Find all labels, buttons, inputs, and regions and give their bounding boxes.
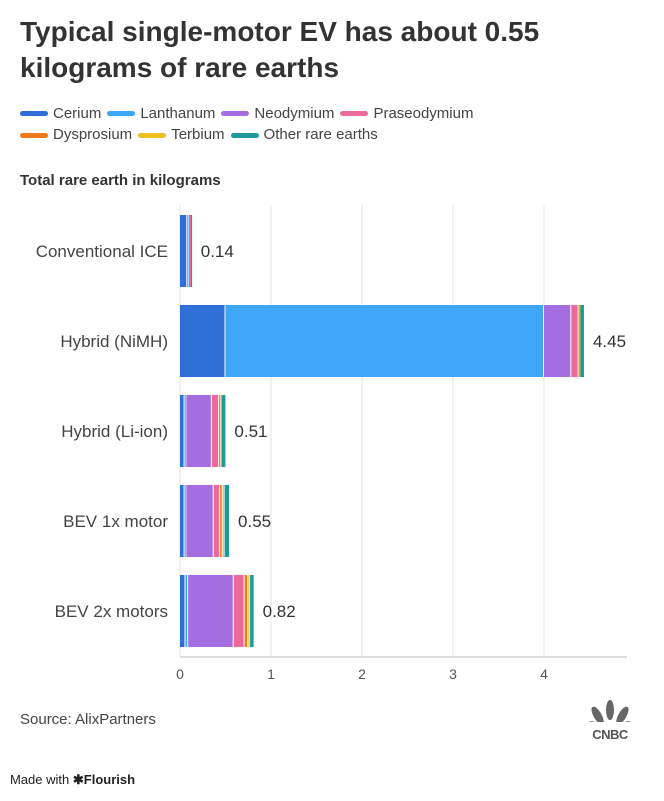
- bar-segment-praseodymium: [211, 395, 219, 467]
- legend-item[interactable]: Cerium: [20, 104, 101, 124]
- bar-segment-praseodymium: [213, 485, 220, 557]
- bar-segment-neodymium: [544, 305, 571, 377]
- bar-segment-dysprosium: [244, 575, 248, 647]
- x-tick-label: 2: [358, 666, 366, 682]
- bar-segment-other-rare-earths: [221, 395, 226, 467]
- bar-segment-lanthanum: [187, 215, 189, 287]
- bar-segment-neodymium: [186, 485, 213, 557]
- x-tick-label: 3: [449, 666, 457, 682]
- category-label: BEV 1x motor: [63, 512, 168, 531]
- x-tick-label: 0: [176, 666, 184, 682]
- bar-segment-lanthanum: [184, 485, 186, 557]
- bar-segment-cerium: [180, 395, 184, 467]
- bar-segment-praseodymium: [571, 305, 578, 377]
- total-label: 0.55: [238, 512, 271, 531]
- bar-segment-praseodymium: [190, 215, 192, 287]
- bar-segment-other-rare-earths: [190, 215, 193, 287]
- x-tick-label: 1: [267, 666, 275, 682]
- legend-item[interactable]: Lanthanum: [107, 104, 215, 124]
- bar-segment-praseodymium: [233, 575, 244, 647]
- total-label: 4.45: [593, 332, 626, 351]
- chart-title: Typical single-motor EV has about 0.55 k…: [20, 16, 540, 83]
- legend: Cerium Lanthanum Neodymium Praseodymium Dysp…: [20, 102, 580, 145]
- legend-label: Terbium: [171, 126, 225, 143]
- chart: 0 1 2 3 4 Conventional ICE 0.14 Hybrid (NiMH) 4.…: [36, 205, 627, 682]
- cnbc-logo: CNBC: [585, 700, 635, 742]
- bar-segment-neodymium: [188, 575, 233, 647]
- total-label: 0.82: [263, 602, 296, 621]
- bar-segment-dysprosium: [220, 485, 222, 557]
- bar-segment-dysprosium: [219, 395, 221, 467]
- bar-segment-terbium: [248, 575, 250, 647]
- bar-segment-dysprosium: [578, 305, 580, 377]
- total-label: 0.51: [234, 422, 267, 441]
- legend-swatch: [20, 111, 48, 116]
- bar-segment-terbium: [220, 395, 223, 467]
- legend-item[interactable]: Dysprosium: [20, 125, 132, 145]
- legend-swatch: [138, 132, 167, 138]
- bar-segment-cerium: [180, 575, 185, 647]
- bar-segment-other-rare-earths: [580, 305, 584, 377]
- legend-swatch: [107, 111, 136, 116]
- category-label: Hybrid (NiMH): [60, 332, 168, 351]
- category-label: BEV 2x motors: [55, 602, 168, 621]
- category-label: Hybrid (Li-ion): [61, 422, 168, 441]
- bar-segment-other-rare-earths: [224, 485, 230, 557]
- legend-label: Praseodymium: [373, 104, 474, 122]
- bar-segment-cerium: [180, 485, 184, 557]
- total-label: 0.14: [201, 242, 234, 261]
- bar-segment-neodymium: [189, 215, 191, 287]
- x-tick-label: 4: [540, 666, 548, 682]
- flourish-credit[interactable]: Made with ✱Flourish: [10, 772, 136, 787]
- legend-swatch: [340, 111, 369, 116]
- bar-segment-terbium: [579, 305, 581, 377]
- legend-swatch: [221, 111, 250, 116]
- axis-title: Total rare earth in kilograms: [20, 172, 221, 189]
- bar-segment-terbium: [222, 485, 224, 557]
- legend-item[interactable]: Terbium: [138, 125, 225, 145]
- bar-segment-neodymium: [186, 395, 211, 467]
- bar-segment-other-rare-earths: [250, 575, 254, 647]
- legend-item[interactable]: Other rare earths: [230, 125, 378, 145]
- bar-segment-lanthanum: [184, 395, 186, 467]
- legend-swatch: [230, 132, 259, 138]
- legend-label: Neodymium: [254, 104, 335, 122]
- source-note: Source: AlixPartners: [20, 711, 156, 728]
- legend-item[interactable]: Praseodymium: [340, 104, 473, 124]
- bar-segment-cerium: [180, 215, 187, 287]
- legend-label: Cerium: [53, 104, 102, 122]
- bar-segment-cerium: [180, 305, 225, 377]
- peacock-icon: [588, 700, 632, 733]
- legend-label: Other rare earths: [263, 126, 378, 143]
- legend-swatch: [20, 132, 48, 138]
- bar-segment-lanthanum: [185, 575, 188, 647]
- bar-segment-lanthanum: [225, 305, 543, 377]
- legend-item[interactable]: Neodymium: [221, 104, 334, 124]
- category-label: Conventional ICE: [36, 242, 168, 261]
- legend-label: Dysprosium: [53, 126, 133, 143]
- legend-label: Lanthanum: [140, 104, 216, 122]
